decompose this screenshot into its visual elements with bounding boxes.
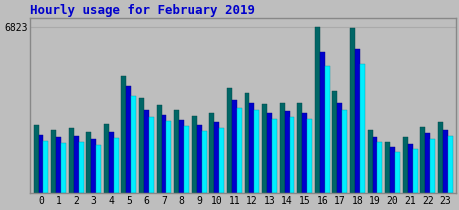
Bar bbox=[394, 152, 399, 193]
Bar bbox=[201, 131, 206, 193]
Bar bbox=[78, 142, 84, 193]
Bar bbox=[191, 116, 196, 193]
Bar bbox=[196, 125, 201, 193]
Bar bbox=[219, 129, 224, 193]
Bar bbox=[349, 28, 354, 193]
Bar bbox=[231, 100, 236, 193]
Bar bbox=[420, 127, 424, 193]
Bar bbox=[109, 132, 113, 193]
Bar bbox=[236, 108, 241, 193]
Bar bbox=[244, 93, 249, 193]
Bar bbox=[341, 110, 347, 193]
Bar bbox=[271, 119, 276, 193]
Bar bbox=[131, 96, 136, 193]
Bar bbox=[447, 136, 452, 193]
Bar bbox=[209, 113, 214, 193]
Bar bbox=[91, 139, 96, 193]
Bar bbox=[424, 133, 429, 193]
Bar bbox=[429, 139, 434, 193]
Bar bbox=[389, 147, 394, 193]
Bar bbox=[68, 129, 73, 193]
Bar bbox=[73, 136, 78, 193]
Bar bbox=[254, 110, 259, 193]
Bar bbox=[249, 103, 254, 193]
Bar bbox=[332, 91, 336, 193]
Bar bbox=[113, 138, 118, 193]
Bar bbox=[302, 113, 307, 193]
Bar bbox=[43, 141, 48, 193]
Bar bbox=[121, 76, 126, 193]
Bar bbox=[324, 66, 329, 193]
Bar bbox=[149, 117, 153, 193]
Bar bbox=[307, 119, 311, 193]
Bar bbox=[359, 64, 364, 193]
Bar bbox=[372, 137, 377, 193]
Bar bbox=[166, 121, 171, 193]
Bar bbox=[367, 130, 372, 193]
Bar bbox=[402, 137, 407, 193]
Bar bbox=[437, 122, 442, 193]
Bar bbox=[314, 27, 319, 193]
Bar bbox=[214, 122, 219, 193]
Bar bbox=[354, 49, 359, 193]
Bar bbox=[39, 135, 43, 193]
Bar bbox=[289, 117, 294, 193]
Text: Hourly usage for February 2019: Hourly usage for February 2019 bbox=[30, 4, 255, 17]
Bar bbox=[279, 103, 284, 193]
Bar bbox=[96, 146, 101, 193]
Bar bbox=[56, 137, 61, 193]
Bar bbox=[319, 52, 324, 193]
Bar bbox=[161, 115, 166, 193]
Bar bbox=[412, 149, 417, 193]
Bar bbox=[179, 120, 184, 193]
Bar bbox=[226, 88, 231, 193]
Bar bbox=[267, 113, 271, 193]
Bar bbox=[34, 125, 39, 193]
Bar bbox=[139, 98, 144, 193]
Bar bbox=[284, 111, 289, 193]
Bar bbox=[126, 86, 131, 193]
Bar bbox=[407, 144, 412, 193]
Bar bbox=[262, 104, 267, 193]
Bar bbox=[86, 132, 91, 193]
Bar bbox=[104, 123, 109, 193]
Bar bbox=[184, 126, 189, 193]
Bar bbox=[51, 130, 56, 193]
Bar bbox=[336, 103, 341, 193]
Bar bbox=[144, 110, 149, 193]
Bar bbox=[442, 130, 447, 193]
Bar bbox=[157, 105, 161, 193]
Bar bbox=[384, 142, 389, 193]
Bar bbox=[61, 143, 66, 193]
Bar bbox=[297, 103, 302, 193]
Bar bbox=[174, 110, 179, 193]
Bar bbox=[377, 142, 381, 193]
